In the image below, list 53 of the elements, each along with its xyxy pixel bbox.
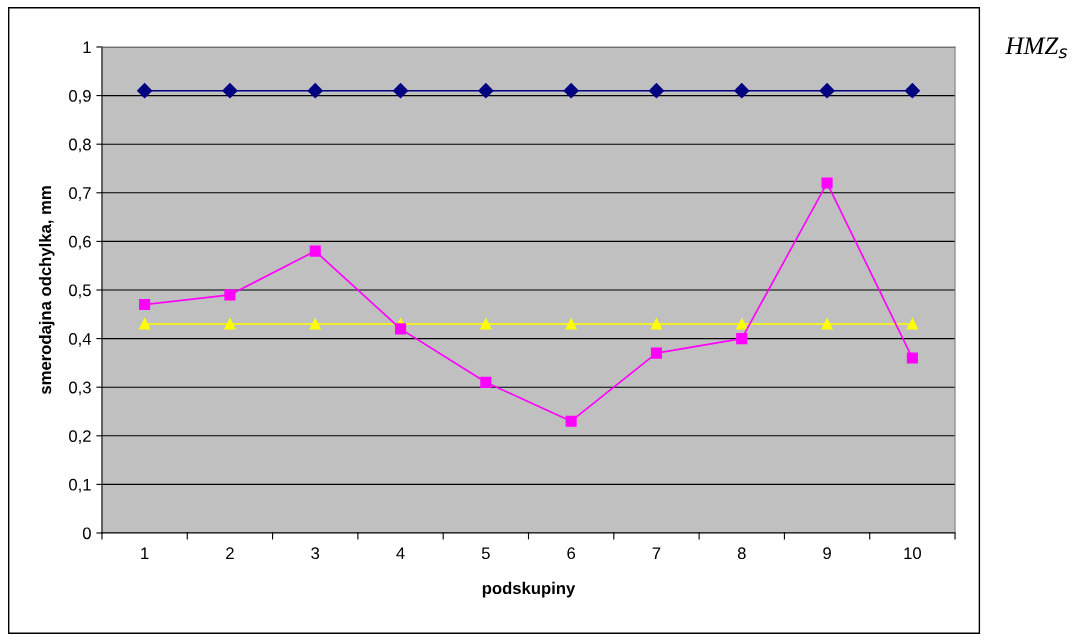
x-tick-label: 6 <box>567 547 576 560</box>
point <box>309 245 321 257</box>
x-tick-label: 9 <box>823 547 831 560</box>
point <box>734 83 750 99</box>
point <box>480 376 492 388</box>
y-tick-label: 0,8 <box>69 138 91 153</box>
point <box>222 83 238 99</box>
point <box>648 83 665 99</box>
point <box>565 318 577 330</box>
point <box>736 318 748 330</box>
point <box>736 333 748 345</box>
point <box>563 83 579 99</box>
y-tick-label: 0,7 <box>69 187 91 201</box>
text: HMZ$_{s}$ <box>1005 37 1068 59</box>
x-axis-title: podskupiny <box>482 581 576 598</box>
y-tick-label: 0,3 <box>69 381 91 396</box>
y-tick-label: 0,2 <box>69 430 91 444</box>
point <box>906 352 918 364</box>
x-tick-label: 2 <box>226 547 234 559</box>
y-tick-label: 0 <box>82 527 91 540</box>
x-tick-label: 4 <box>396 547 405 559</box>
point <box>307 83 323 99</box>
x-tick-label: 7 <box>652 547 661 559</box>
point <box>565 415 577 427</box>
y-tick-label: 0,9 <box>69 89 91 104</box>
point <box>650 318 663 330</box>
point <box>392 83 409 99</box>
point <box>309 318 321 330</box>
y-axis-title: smerodajna odchylka, mm <box>38 186 55 395</box>
point <box>819 83 835 99</box>
point <box>906 318 918 330</box>
point <box>137 83 153 99</box>
x-tick-label: 10 <box>904 547 921 560</box>
x-tick-label: 5 <box>481 547 490 560</box>
point <box>480 318 492 330</box>
point <box>904 83 920 99</box>
point <box>394 323 407 335</box>
point <box>478 83 494 99</box>
x-tick-label: 3 <box>311 547 320 560</box>
point <box>821 177 833 189</box>
point <box>224 318 236 330</box>
point <box>139 299 151 311</box>
y-tick-label: 0,1 <box>69 478 91 493</box>
point <box>821 318 833 330</box>
point <box>650 347 663 359</box>
y-tick-label: 0,6 <box>69 235 91 250</box>
y-tick-label: 0,4 <box>69 332 92 347</box>
y-tick-label: 1 <box>83 41 91 54</box>
y-tick-label: 0,5 <box>69 284 91 299</box>
point <box>139 318 151 330</box>
point <box>224 289 236 301</box>
x-tick-label: 1 <box>141 547 149 559</box>
x-tick-label: 8 <box>737 547 746 560</box>
